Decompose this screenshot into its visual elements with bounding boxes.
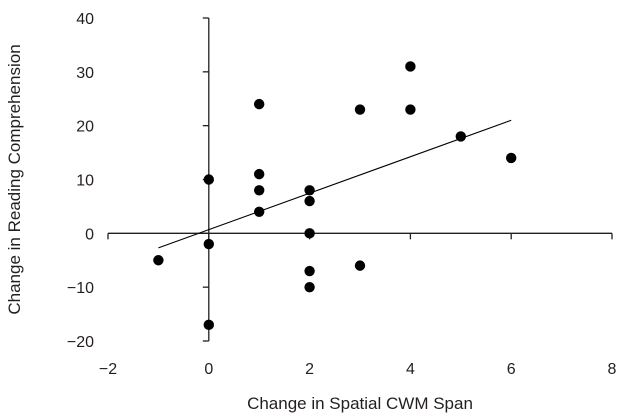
data-point bbox=[354, 260, 366, 271]
y-tick-label: 30 bbox=[76, 65, 94, 82]
data-point bbox=[254, 185, 265, 196]
trendline bbox=[158, 119, 512, 249]
x-tick-label: 0 bbox=[204, 361, 213, 378]
data-point bbox=[304, 228, 315, 239]
x-tick-label: 4 bbox=[406, 361, 415, 378]
y-tick-label: 10 bbox=[76, 173, 94, 190]
data-points bbox=[153, 61, 517, 331]
y-axis-title: Change in Reading Comprehension bbox=[5, 44, 24, 314]
x-tick-label: 8 bbox=[608, 361, 617, 378]
axes bbox=[108, 18, 612, 341]
data-point bbox=[153, 255, 164, 266]
y-tick-label: −20 bbox=[67, 334, 94, 351]
y-tick-label: 20 bbox=[76, 119, 94, 136]
data-point bbox=[304, 265, 315, 277]
y-tick-label: 0 bbox=[85, 226, 94, 243]
data-point bbox=[405, 61, 416, 72]
data-point bbox=[304, 195, 315, 207]
x-axis-title: Change in Spatial CWM Span bbox=[247, 394, 473, 413]
data-point bbox=[455, 131, 466, 142]
data-point bbox=[405, 104, 416, 115]
data-point bbox=[304, 281, 315, 293]
data-point bbox=[354, 104, 366, 115]
data-point bbox=[254, 168, 265, 180]
data-point bbox=[203, 319, 214, 331]
data-point bbox=[254, 98, 265, 110]
data-point bbox=[203, 174, 214, 185]
trendline-group bbox=[158, 119, 512, 249]
x-tick-label: 6 bbox=[507, 361, 516, 378]
x-tick-label: −2 bbox=[99, 361, 117, 378]
x-tick-label: 2 bbox=[305, 361, 314, 378]
data-point bbox=[304, 185, 315, 196]
data-point bbox=[506, 152, 517, 164]
data-point bbox=[203, 238, 214, 250]
y-tick-label: −10 bbox=[67, 280, 94, 297]
y-tick-label: 40 bbox=[76, 11, 94, 28]
data-point bbox=[254, 206, 265, 217]
